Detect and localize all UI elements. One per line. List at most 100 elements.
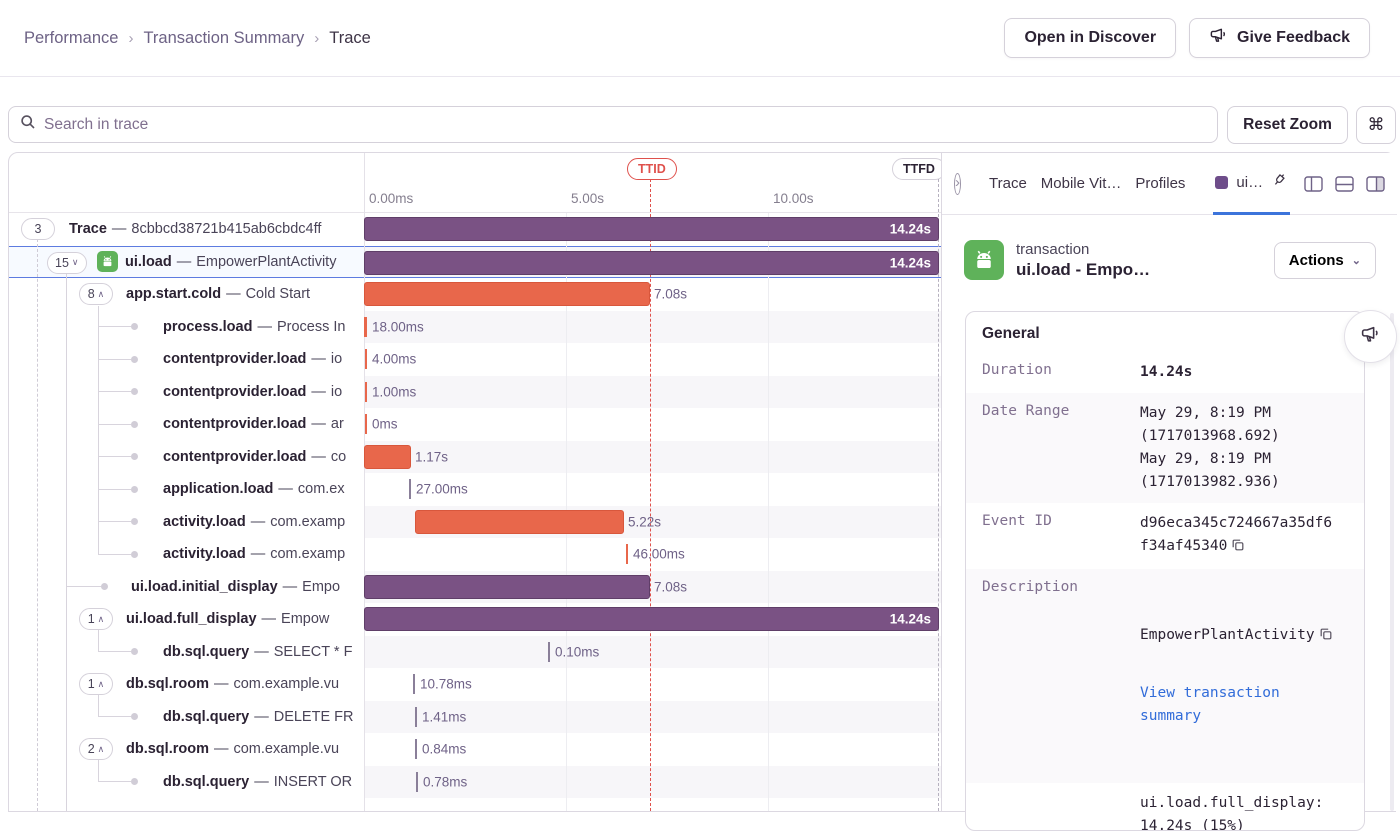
table-row[interactable]: db.sql.query — DELETE FR 1.41ms (9, 700, 941, 733)
leaf-dot (98, 323, 138, 330)
child-count-badge[interactable]: 1 ∧ (79, 673, 113, 695)
span-bar[interactable]: 1.00ms (365, 381, 416, 402)
view-transaction-summary-link[interactable]: View transaction summary (1140, 685, 1280, 724)
general-section-title: General (982, 325, 1040, 342)
table-row[interactable]: 1 ∧ db.sql.room — com.example.vu 10.78ms (9, 668, 941, 701)
open-in-discover-button[interactable]: Open in Discover (1004, 18, 1177, 58)
general-row-event-id: Event ID d96eca345c724667a35df6 f34af453… (966, 503, 1364, 569)
span-bar[interactable]: 14.24s (364, 217, 939, 241)
dash: — (254, 773, 269, 790)
table-row[interactable]: contentprovider.load — ar 0ms (9, 408, 941, 441)
child-count-badge[interactable]: 8 ∧ (79, 283, 113, 305)
give-feedback-button[interactable]: Give Feedback (1189, 18, 1370, 58)
span-bar[interactable]: 1.17s (364, 444, 448, 469)
child-count-badge[interactable]: 15 ∨ (47, 251, 87, 274)
span-op: contentprovider.load (163, 351, 307, 368)
feedback-floating-button[interactable] (1344, 310, 1397, 363)
dash: — (250, 513, 266, 530)
span-bar[interactable]: 10.78ms (413, 674, 472, 694)
span-duration: 0.84ms (422, 741, 467, 757)
date-range-value: May 29, 8:19 PM (1717013968.692) May 29,… (1140, 405, 1280, 490)
span-bar[interactable]: 5.22s (415, 509, 661, 534)
dash: — (311, 351, 326, 368)
table-row[interactable]: activity.load — com.examp 5.22s (9, 505, 941, 538)
description-value: EmpowerPlantActivity View transaction su… (1140, 578, 1350, 774)
layout-right-icon[interactable] (1366, 175, 1385, 192)
span-bar[interactable]: 0.78ms (416, 771, 467, 792)
layout-bottom-icon[interactable] (1335, 175, 1354, 192)
span-desc: DELETE FR (273, 708, 354, 725)
search-input[interactable] (44, 115, 1206, 134)
breadcrumb-performance[interactable]: Performance (24, 28, 119, 47)
detail-tabs-bar: › Trace Mobile Vit… Profiles ui… (942, 153, 1397, 215)
span-bar[interactable]: 7.08s (364, 574, 687, 599)
table-row[interactable]: contentprovider.load — io 1.00ms (9, 375, 941, 408)
dash: — (250, 546, 266, 563)
general-row-ops-breakdown: Ops Breakdown ? ui.load.full_display: 14… (966, 783, 1364, 830)
span-desc: com.ex (297, 481, 345, 498)
span-bar[interactable]: 0ms (365, 414, 398, 434)
ttid-marker-badge[interactable]: TTID (627, 158, 677, 180)
child-count-badge[interactable]: 3 (21, 218, 55, 240)
table-row[interactable]: process.load — Process In 18.00ms (9, 310, 941, 343)
span-bar[interactable]: 14.24s (364, 607, 939, 631)
span-desc: io (330, 351, 343, 368)
copy-icon[interactable] (1231, 537, 1245, 560)
panel-scrollbar[interactable] (1390, 313, 1394, 811)
actions-button[interactable]: Actions ⌄ (1273, 241, 1376, 279)
layout-left-icon[interactable] (1304, 175, 1323, 192)
child-count-badge[interactable]: 1 ∧ (79, 608, 113, 630)
tab-trace[interactable]: Trace (989, 175, 1027, 192)
child-count-badge[interactable]: 2 ∧ (79, 738, 113, 760)
ttfd-marker-badge[interactable]: TTFD (892, 158, 941, 180)
shortcuts-button[interactable]: ⌘ (1356, 106, 1396, 144)
span-duration: 0.78ms (423, 774, 468, 789)
table-row[interactable]: 2 ∧ db.sql.room — com.example.vu 0.84ms (9, 733, 941, 766)
span-duration: 46.00ms (633, 546, 685, 562)
span-bar[interactable]: 7.08s (364, 282, 687, 306)
general-card: General Duration 14.24s Date Range May 2… (965, 311, 1365, 831)
expand-panel-icon[interactable]: › (954, 172, 961, 195)
badge-count: 3 (34, 222, 42, 236)
chevron-right-icon: › (128, 29, 134, 47)
tab-mobile-vitals[interactable]: Mobile Vit… (1040, 175, 1122, 192)
span-bar[interactable]: 4.00ms (365, 349, 416, 369)
pin-icon[interactable] (1271, 171, 1288, 193)
table-row[interactable]: contentprovider.load — co 1.17s (9, 440, 941, 473)
tab-profiles[interactable]: Profiles (1135, 175, 1186, 192)
span-duration: 5.22s (628, 514, 662, 529)
span-bar[interactable]: 14.24s (364, 250, 939, 275)
span-bar[interactable]: 46.00ms (626, 544, 685, 564)
reset-zoom-button[interactable]: Reset Zoom (1227, 106, 1348, 144)
span-bar[interactable]: 1.41ms (415, 706, 466, 727)
android-icon (97, 251, 118, 273)
dash: — (282, 578, 298, 595)
badge-count: 8 (87, 287, 95, 301)
table-row[interactable]: 8 ∧ app.start.cold — Cold Start 7.08s (9, 278, 941, 311)
table-row[interactable]: contentprovider.load — io 4.00ms (9, 343, 941, 376)
leaf-dot (98, 648, 138, 655)
megaphone-icon (1209, 26, 1228, 50)
tree-connector (98, 629, 99, 652)
copy-icon[interactable] (1319, 626, 1333, 649)
span-duration: 18.00ms (372, 319, 424, 334)
actions-label: Actions (1288, 251, 1344, 269)
table-row[interactable]: db.sql.query — SELECT * F 0.10ms (9, 635, 941, 668)
table-row-selected[interactable]: 15 ∨ ui.load — EmpowerPlantActivity 14.24s (9, 245, 941, 278)
table-row[interactable]: ui.load.initial_display — Empo 7.08s (9, 570, 941, 603)
tab-ui-load-active[interactable]: ui… (1213, 153, 1291, 215)
table-row[interactable]: activity.load — com.examp 46.00ms (9, 538, 941, 571)
table-row[interactable]: 1 ∧ ui.load.full_display — Empow 14.24s (9, 603, 941, 636)
breadcrumb-transaction-summary[interactable]: Transaction Summary (143, 28, 305, 47)
span-bar[interactable]: 0.84ms (415, 739, 466, 759)
dash: — (261, 611, 277, 628)
row-label: Date Range (982, 403, 1070, 419)
table-row[interactable]: db.sql.query — INSERT OR 0.78ms (9, 765, 941, 798)
table-row[interactable]: 3 Trace —8cbbcd38721b415ab6cbdc4ff 14.24s (9, 213, 941, 246)
leaf-dot (98, 713, 138, 720)
span-bar[interactable]: 27.00ms (409, 479, 468, 499)
span-bar[interactable]: 18.00ms (364, 316, 424, 337)
badge-count: 2 (87, 742, 95, 756)
table-row[interactable]: application.load — com.ex 27.00ms (9, 473, 941, 506)
span-bar[interactable]: 0.10ms (548, 641, 599, 662)
